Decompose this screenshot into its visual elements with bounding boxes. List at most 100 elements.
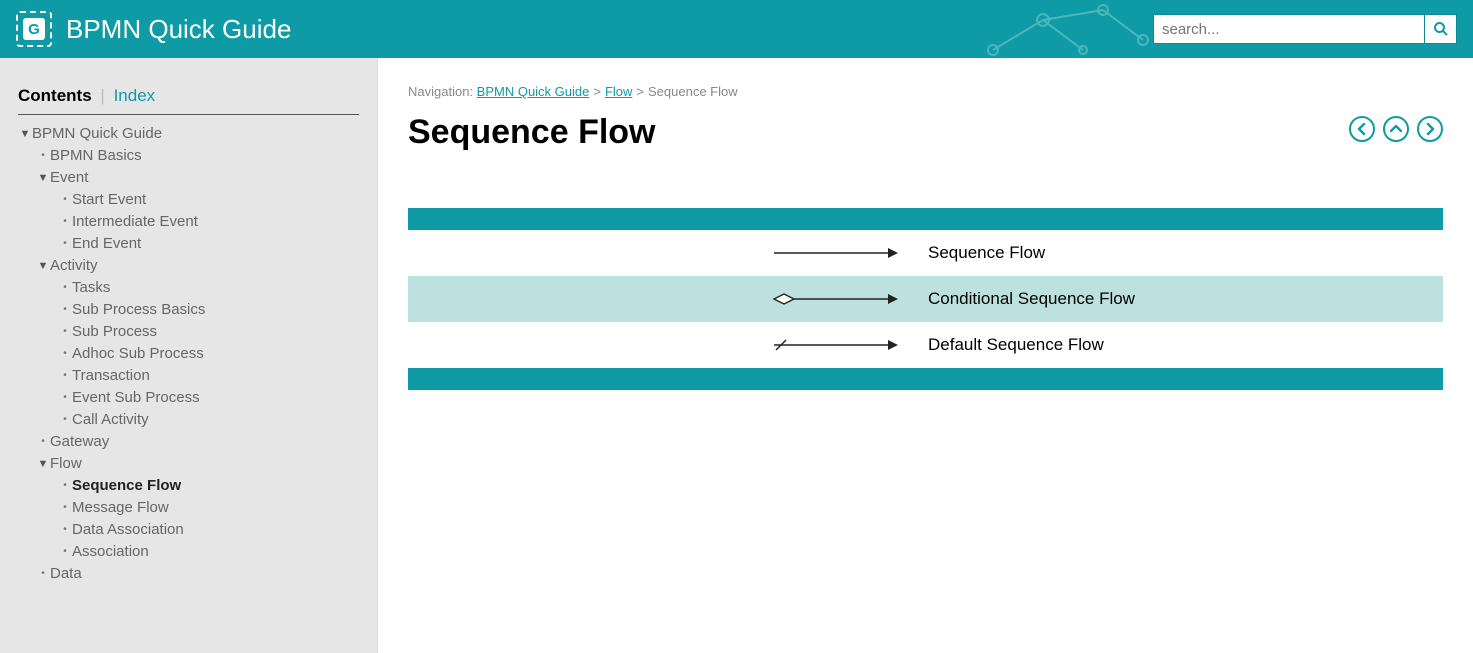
tree-bullet-icon: • xyxy=(58,547,72,557)
tree-item[interactable]: ▼Event xyxy=(36,167,359,189)
tree-item-label: Event xyxy=(50,167,88,189)
tree-bullet-icon: • xyxy=(58,327,72,337)
tree-bullet-icon: • xyxy=(58,283,72,293)
search-button[interactable] xyxy=(1424,15,1456,43)
tree-item[interactable]: ▼Flow xyxy=(36,453,359,475)
tree-item-label: Adhoc Sub Process xyxy=(72,343,204,365)
tree-item-label: Sub Process Basics xyxy=(72,299,205,321)
tree-bullet-icon: • xyxy=(58,415,72,425)
tree-item[interactable]: •Event Sub Process xyxy=(58,387,359,409)
tree-item-label: Activity xyxy=(50,255,98,277)
tree-bullet-icon: • xyxy=(58,239,72,249)
tree-item-label: Data xyxy=(50,563,82,585)
flow-icon-cell xyxy=(408,291,928,307)
flow-table: Sequence Flow Conditional Sequence Flow De… xyxy=(408,208,1443,390)
logo-badge: G xyxy=(16,11,52,47)
tree-item[interactable]: •Association xyxy=(58,541,359,563)
header: G BPMN Quick Guide xyxy=(0,0,1473,58)
arrow-right-icon xyxy=(1424,123,1436,135)
tree-item-label: BPMN Basics xyxy=(50,145,142,167)
tree-item[interactable]: •Gateway xyxy=(36,431,359,453)
prev-button[interactable] xyxy=(1349,116,1375,142)
arrow-up-icon xyxy=(1390,123,1402,135)
flow-table-row: Conditional Sequence Flow xyxy=(408,276,1443,322)
tree-item[interactable]: •Adhoc Sub Process xyxy=(58,343,359,365)
tree-bullet-icon: • xyxy=(58,371,72,381)
tree-item-label: Sequence Flow xyxy=(72,475,181,497)
breadcrumb: Navigation: BPMN Quick Guide>Flow>Sequen… xyxy=(408,84,1443,99)
search-icon xyxy=(1433,21,1449,37)
tree-item[interactable]: •End Event xyxy=(58,233,359,255)
tree-item[interactable]: •Sub Process Basics xyxy=(58,299,359,321)
table-top-bar xyxy=(408,208,1443,230)
search-input[interactable] xyxy=(1154,17,1424,42)
breadcrumb-part[interactable]: Flow xyxy=(605,84,632,99)
tree-item-label: Message Flow xyxy=(72,497,169,519)
tree-item-label: Gateway xyxy=(50,431,109,453)
tree-twistie-icon: ▼ xyxy=(36,167,50,189)
tree-bullet-icon: • xyxy=(36,569,50,579)
tree-item-label: Association xyxy=(72,541,149,563)
tree-item[interactable]: •Sequence Flow xyxy=(58,475,359,497)
site-title: BPMN Quick Guide xyxy=(66,14,291,45)
flow-label: Sequence Flow xyxy=(928,243,1045,263)
tab-index[interactable]: Index xyxy=(114,86,156,105)
tree-item-label: Transaction xyxy=(72,365,150,387)
tree-item[interactable]: •Transaction xyxy=(58,365,359,387)
flow-label: Default Sequence Flow xyxy=(928,335,1104,355)
breadcrumb-part[interactable]: BPMN Quick Guide xyxy=(477,84,590,99)
sidebar-divider xyxy=(18,114,359,115)
breadcrumb-separator: > xyxy=(636,84,644,99)
tree-bullet-icon: • xyxy=(58,525,72,535)
breadcrumb-separator: > xyxy=(593,84,601,99)
flow-icon-cell xyxy=(408,337,928,353)
tab-separator: | xyxy=(100,86,104,105)
tree-bullet-icon: • xyxy=(36,151,50,161)
tree-bullet-icon: • xyxy=(58,481,72,491)
tree-item-label: Flow xyxy=(50,453,82,475)
sidebar: Contents | Index ▼BPMN Quick Guide•BPMN … xyxy=(0,58,378,653)
tree-item-label: Call Activity xyxy=(72,409,149,431)
tree-item[interactable]: •BPMN Basics xyxy=(36,145,359,167)
tree-bullet-icon: • xyxy=(58,195,72,205)
breadcrumb-part: Sequence Flow xyxy=(648,84,738,99)
tree-item[interactable]: ▼Activity xyxy=(36,255,359,277)
tree-item[interactable]: •Start Event xyxy=(58,189,359,211)
next-button[interactable] xyxy=(1417,116,1443,142)
decorative-network-icon xyxy=(973,0,1173,58)
flow-table-row: Default Sequence Flow xyxy=(408,322,1443,368)
tree-root-item[interactable]: ▼BPMN Quick Guide xyxy=(18,123,359,145)
tree-item-label: Tasks xyxy=(72,277,110,299)
tree-item[interactable]: •Sub Process xyxy=(58,321,359,343)
flow-table-row: Sequence Flow xyxy=(408,230,1443,276)
tree-item-label: End Event xyxy=(72,233,141,255)
tree-item-label: Start Event xyxy=(72,189,146,211)
up-button[interactable] xyxy=(1383,116,1409,142)
arrow-left-icon xyxy=(1356,123,1368,135)
search-box xyxy=(1153,14,1457,44)
flow-icon-cell xyxy=(408,245,928,261)
tree-item[interactable]: •Data Association xyxy=(58,519,359,541)
tree-item[interactable]: •Data xyxy=(36,563,359,585)
tree-item[interactable]: •Message Flow xyxy=(58,497,359,519)
tree-twistie-icon: ▼ xyxy=(36,453,50,475)
breadcrumb-prefix: Navigation: xyxy=(408,84,477,99)
tree-item[interactable]: •Tasks xyxy=(58,277,359,299)
tree-bullet-icon: • xyxy=(58,503,72,513)
tree-bullet-icon: • xyxy=(36,437,50,447)
tree-twistie-icon: ▼ xyxy=(36,255,50,277)
tree-item-label: Intermediate Event xyxy=(72,211,198,233)
tree-bullet-icon: • xyxy=(58,393,72,403)
default-flow-icon xyxy=(770,337,900,353)
tree-item[interactable]: •Call Activity xyxy=(58,409,359,431)
tab-contents[interactable]: Contents xyxy=(18,86,92,105)
conditional-flow-icon xyxy=(770,291,900,307)
table-bottom-bar xyxy=(408,368,1443,390)
page-title: Sequence Flow xyxy=(408,113,1443,152)
tree-bullet-icon: • xyxy=(58,217,72,227)
plain-flow-icon xyxy=(770,245,900,261)
sidebar-tabs: Contents | Index xyxy=(18,86,359,112)
logo-letter: G xyxy=(23,18,45,40)
nav-tree: ▼BPMN Quick Guide•BPMN Basics▼Event•Star… xyxy=(18,123,359,585)
tree-item[interactable]: •Intermediate Event xyxy=(58,211,359,233)
